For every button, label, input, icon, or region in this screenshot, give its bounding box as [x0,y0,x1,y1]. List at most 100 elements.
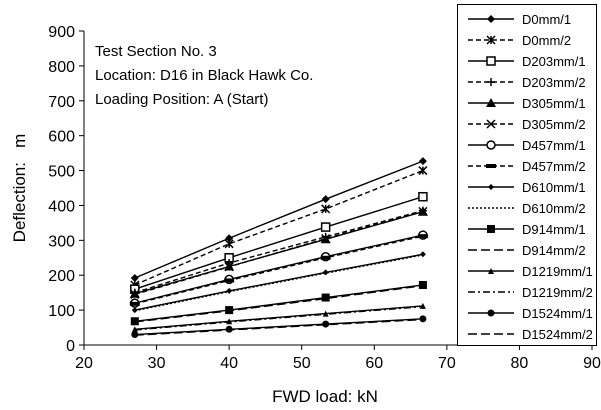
series-line [134,305,423,331]
series-d914mm-2 [134,284,424,323]
legend-label: D914mm/1 [522,222,586,237]
legend-item: D1219mm/2 [458,282,598,304]
data-point [417,234,428,239]
legend-label: D1219mm/2 [522,285,593,300]
legend-swatch [468,268,514,274]
series-d457mm-2 [129,234,428,306]
legend-item: D305mm/2 [458,114,598,136]
legend-marker [487,309,495,317]
series-line [134,160,424,279]
legend-item: D1524mm/1 [458,303,598,325]
legend-marker [486,164,496,168]
legend-item: D914mm/1 [458,219,598,241]
x-tick-label: 90 [583,355,601,372]
data-point [224,262,234,272]
legend-swatch [468,333,514,335]
series-line [134,196,424,290]
legend-swatch [468,140,514,150]
legend-item: D1219mm/1 [458,261,598,283]
x-tick-label: 70 [438,355,456,372]
legend-item: D1524mm/2 [458,324,598,346]
series-line [134,169,424,286]
legend: D0mm/1 D0mm/2 D203mm/1 D203mm/2 D305mm/1 D305… [457,4,597,346]
data-point [225,234,234,243]
legend-label: D610mm/1 [522,180,586,195]
series-layer [129,157,428,339]
legend-item: D203mm/2 [458,72,598,94]
x-axis-label: FWD load: kN [272,387,378,406]
series-line [134,284,423,322]
axes: 0 100 200 300 400 500 600 700 800 900 20 30 40 50 60 70… [48,24,601,372]
y-tick-label: 200 [48,268,75,285]
legend-item: D0mm/2 [458,30,598,52]
legend-marker [487,78,495,86]
legend-label: D1524mm/2 [522,327,593,342]
data-point [130,289,140,299]
data-point [321,234,331,244]
legend-swatch [468,309,514,317]
legend-item: D457mm/2 [458,156,598,178]
legend-item: D203mm/1 [458,51,598,73]
series-d1524mm-2 [134,318,423,336]
legend-swatch [468,119,514,129]
data-point [418,166,428,176]
y-tick-label: 100 [48,303,75,320]
y-tick-label: 900 [48,24,75,41]
y-axis-label: Deflection: m [10,134,29,243]
data-point [320,222,331,232]
data-point [321,195,330,204]
legend-label: D1219mm/1 [522,264,593,279]
series-line [134,234,424,304]
legend-swatch [468,98,514,107]
data-point [224,239,234,249]
legend-label: D305mm/2 [522,117,586,132]
data-point [418,157,427,166]
legend-marker [486,119,496,129]
series-line [134,284,424,323]
y-tick-label: 500 [48,164,75,181]
legend-item: D610mm/2 [458,198,598,220]
y-tick-label: 300 [48,233,75,250]
legend-label: D457mm/2 [522,159,586,174]
legend-swatch [468,207,514,209]
y-tick-label: 0 [66,338,75,355]
series-line [134,254,424,312]
legend-swatch [468,78,514,86]
data-point [320,255,331,260]
data-point [418,191,428,202]
series-d610mm-2 [134,254,424,312]
series-d0mm-2 [130,166,428,290]
data-point [129,288,140,298]
legend-marker [486,35,496,45]
legend-label: D305mm/1 [522,96,586,111]
legend-swatch [468,164,514,168]
series-d305mm-1 [129,206,428,298]
annotation-location: Location: D16 in Black Hawk Co. [95,67,314,84]
legend-label: D610mm/2 [522,201,586,216]
legend-marker [488,268,494,274]
legend-swatch [468,35,514,45]
legend-marker [487,225,495,233]
data-point [224,278,235,283]
legend-swatch [468,184,514,190]
y-tick-label: 700 [48,94,75,111]
legend-label: D0mm/2 [522,33,572,48]
legend-label: D203mm/1 [522,54,586,69]
x-tick-label: 80 [511,355,529,372]
data-point [322,320,330,328]
legend-label: D457mm/1 [522,138,586,153]
series-d0mm-1 [130,157,427,283]
series-line [134,318,423,336]
data-point [418,206,428,216]
legend-label: D914mm/2 [522,243,586,258]
x-tick-label: 60 [365,355,383,372]
legend-marker [486,140,496,150]
data-point [419,315,427,323]
legend-item: D914mm/2 [458,240,598,262]
legend-marker [488,184,494,190]
legend-item: D457mm/1 [458,135,598,157]
series-d1219mm-2 [134,305,423,331]
series-d203mm-1 [130,191,428,294]
x-tick-label: 40 [220,355,238,372]
legend-item: D305mm/1 [458,93,598,115]
